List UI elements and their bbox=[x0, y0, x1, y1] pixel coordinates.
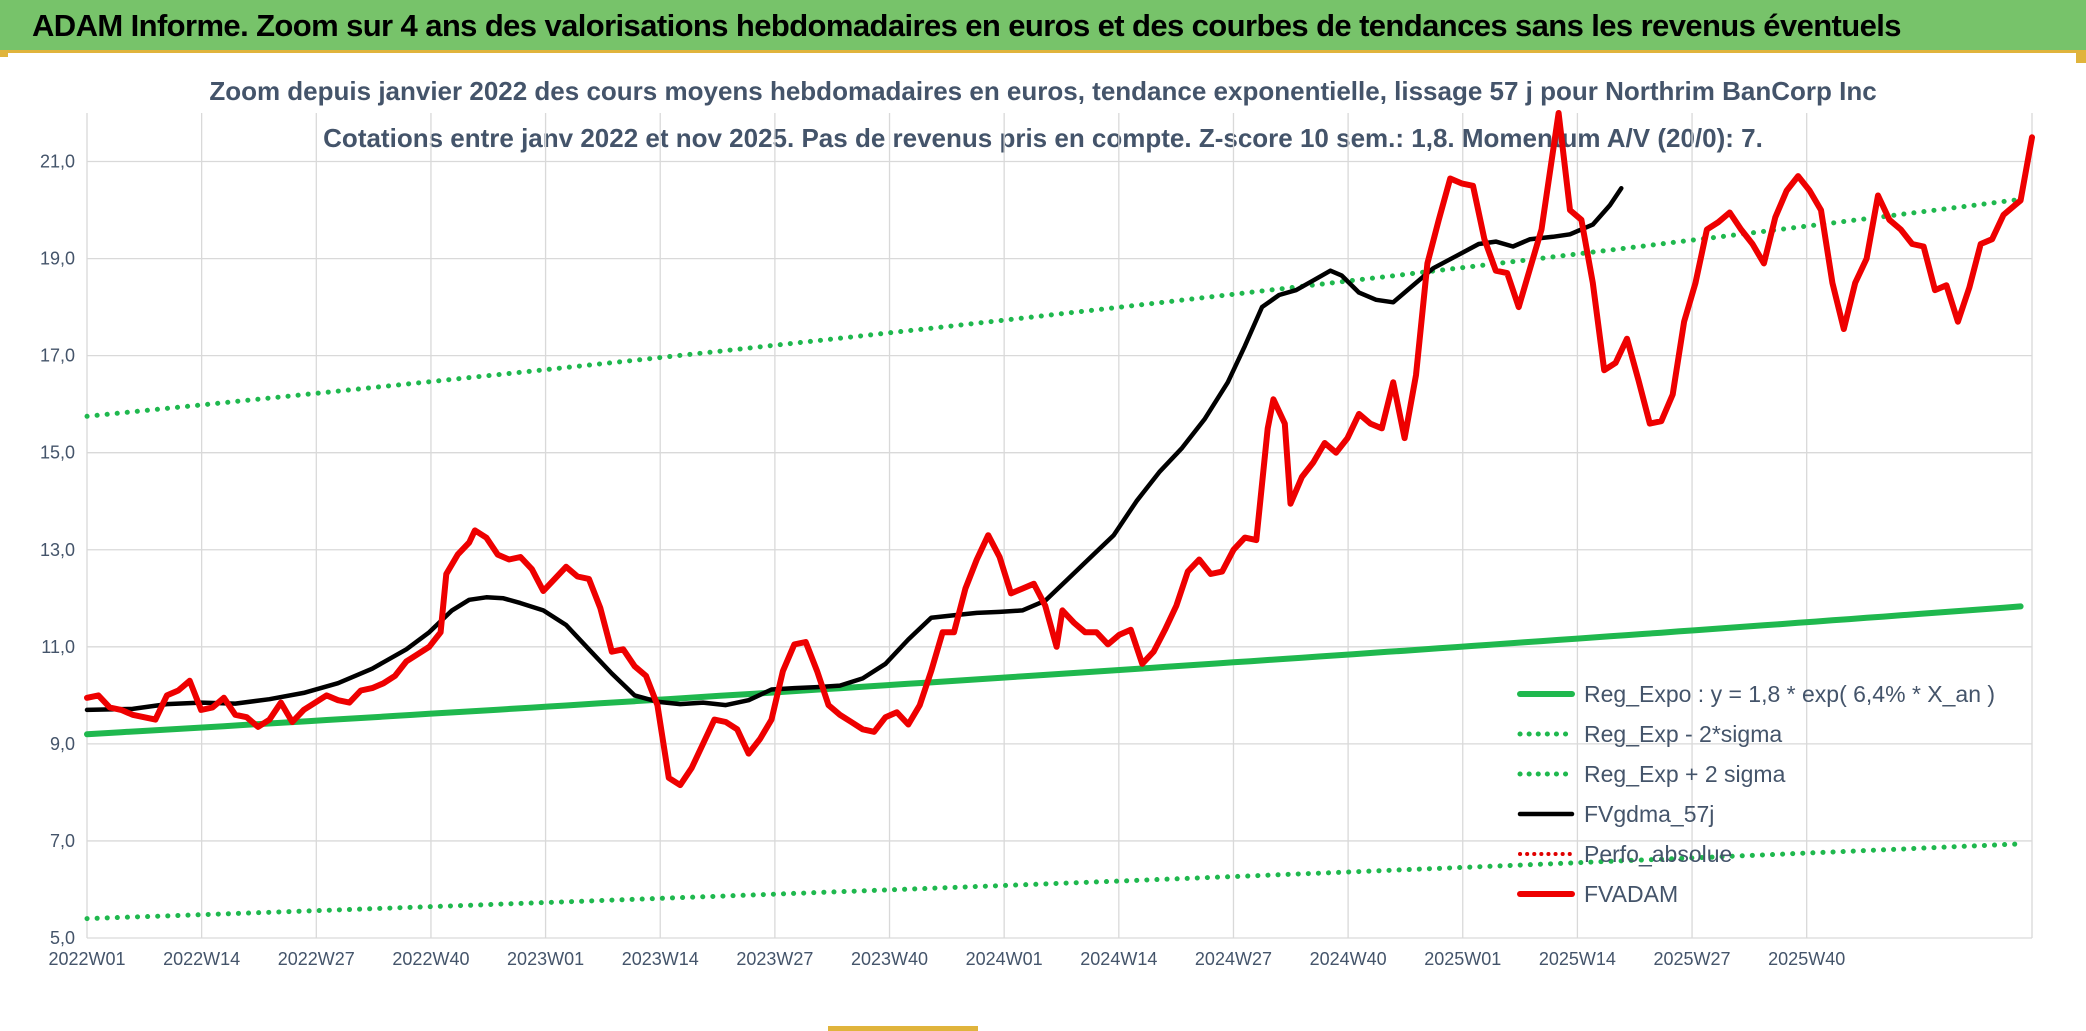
y-tick-label: 21,0 bbox=[40, 152, 75, 172]
series-lines bbox=[84, 110, 2035, 922]
x-tick-label: 2022W01 bbox=[48, 949, 125, 969]
chart-title: Zoom depuis janvier 2022 des cours moyen… bbox=[209, 76, 1876, 106]
x-tick-label: 2024W27 bbox=[1195, 949, 1272, 969]
right-accent-stripe bbox=[2076, 53, 2086, 63]
y-tick-label: 17,0 bbox=[40, 346, 75, 366]
legend-label: Reg_Exp - 2*sigma bbox=[1584, 721, 1782, 747]
legend-label: Reg_Expo : y = 1,8 * exp( 6,4% * X_an ) bbox=[1584, 681, 1995, 707]
y-tick-label: 15,0 bbox=[40, 443, 75, 463]
y-tick-label: 19,0 bbox=[40, 249, 75, 269]
y-tick-label: 9,0 bbox=[50, 734, 75, 754]
x-tick-label: 2024W40 bbox=[1310, 949, 1387, 969]
left-accent-stripe bbox=[0, 53, 8, 57]
y-axis-ticks: 5,0 7,0 9,0 11,0 13,0 15,0 17,0 19,0 21,0 bbox=[40, 152, 75, 948]
x-tick-label: 2023W40 bbox=[851, 949, 928, 969]
series-reg-minus-2sigma-line bbox=[84, 841, 2024, 922]
x-tick-label: 2023W14 bbox=[622, 949, 699, 969]
legend-label: FVADAM bbox=[1584, 881, 1678, 907]
x-tick-label: 2025W40 bbox=[1768, 949, 1845, 969]
x-tick-label: 2024W01 bbox=[966, 949, 1043, 969]
series-reg-plus-2sigma-line bbox=[84, 196, 2024, 419]
x-tick-label: 2022W27 bbox=[278, 949, 355, 969]
grid-lines bbox=[86, 113, 2033, 939]
legend-label: Perfo_absolue bbox=[1584, 841, 1732, 867]
x-tick-label: 2025W14 bbox=[1539, 949, 1616, 969]
chart-subtitle: Cotations entre janv 2022 et nov 2025. P… bbox=[323, 123, 1763, 153]
x-tick-label: 2025W01 bbox=[1424, 949, 1501, 969]
x-tick-label: 2025W27 bbox=[1654, 949, 1731, 969]
legend-label: Reg_Exp + 2 sigma bbox=[1584, 761, 1786, 787]
series-fvadam-line bbox=[84, 110, 2035, 789]
y-tick-label: 13,0 bbox=[40, 540, 75, 560]
line-chart: Zoom depuis janvier 2022 des cours moyen… bbox=[40, 76, 2035, 969]
legend-label: FVgdma_57j bbox=[1584, 801, 1714, 827]
chart-frame: Zoom depuis janvier 2022 des cours moyen… bbox=[0, 53, 2086, 1031]
x-tick-label: 2023W01 bbox=[507, 949, 584, 969]
y-tick-label: 7,0 bbox=[50, 831, 75, 851]
x-tick-label: 2022W40 bbox=[392, 949, 469, 969]
bottom-accent-stripe bbox=[828, 1026, 978, 1031]
page-title: ADAM Informe. Zoom sur 4 ans des valoris… bbox=[32, 8, 1902, 43]
y-tick-label: 5,0 bbox=[50, 928, 75, 948]
chart-legend: Reg_Expo : y = 1,8 * exp( 6,4% * X_an ) R… bbox=[1517, 681, 1995, 907]
x-tick-label: 2024W14 bbox=[1080, 949, 1157, 969]
x-tick-label: 2022W14 bbox=[163, 949, 240, 969]
header-bar: ADAM Informe. Zoom sur 4 ans des valoris… bbox=[0, 0, 2086, 53]
y-tick-label: 11,0 bbox=[41, 637, 75, 657]
x-tick-label: 2023W27 bbox=[736, 949, 813, 969]
series-reg-expo-line bbox=[84, 603, 2024, 738]
series-fvgdma-57j-line bbox=[84, 185, 1624, 713]
x-axis-ticks: 2022W01 2022W14 2022W27 2022W40 2023W01 2023W… bbox=[48, 949, 1845, 969]
